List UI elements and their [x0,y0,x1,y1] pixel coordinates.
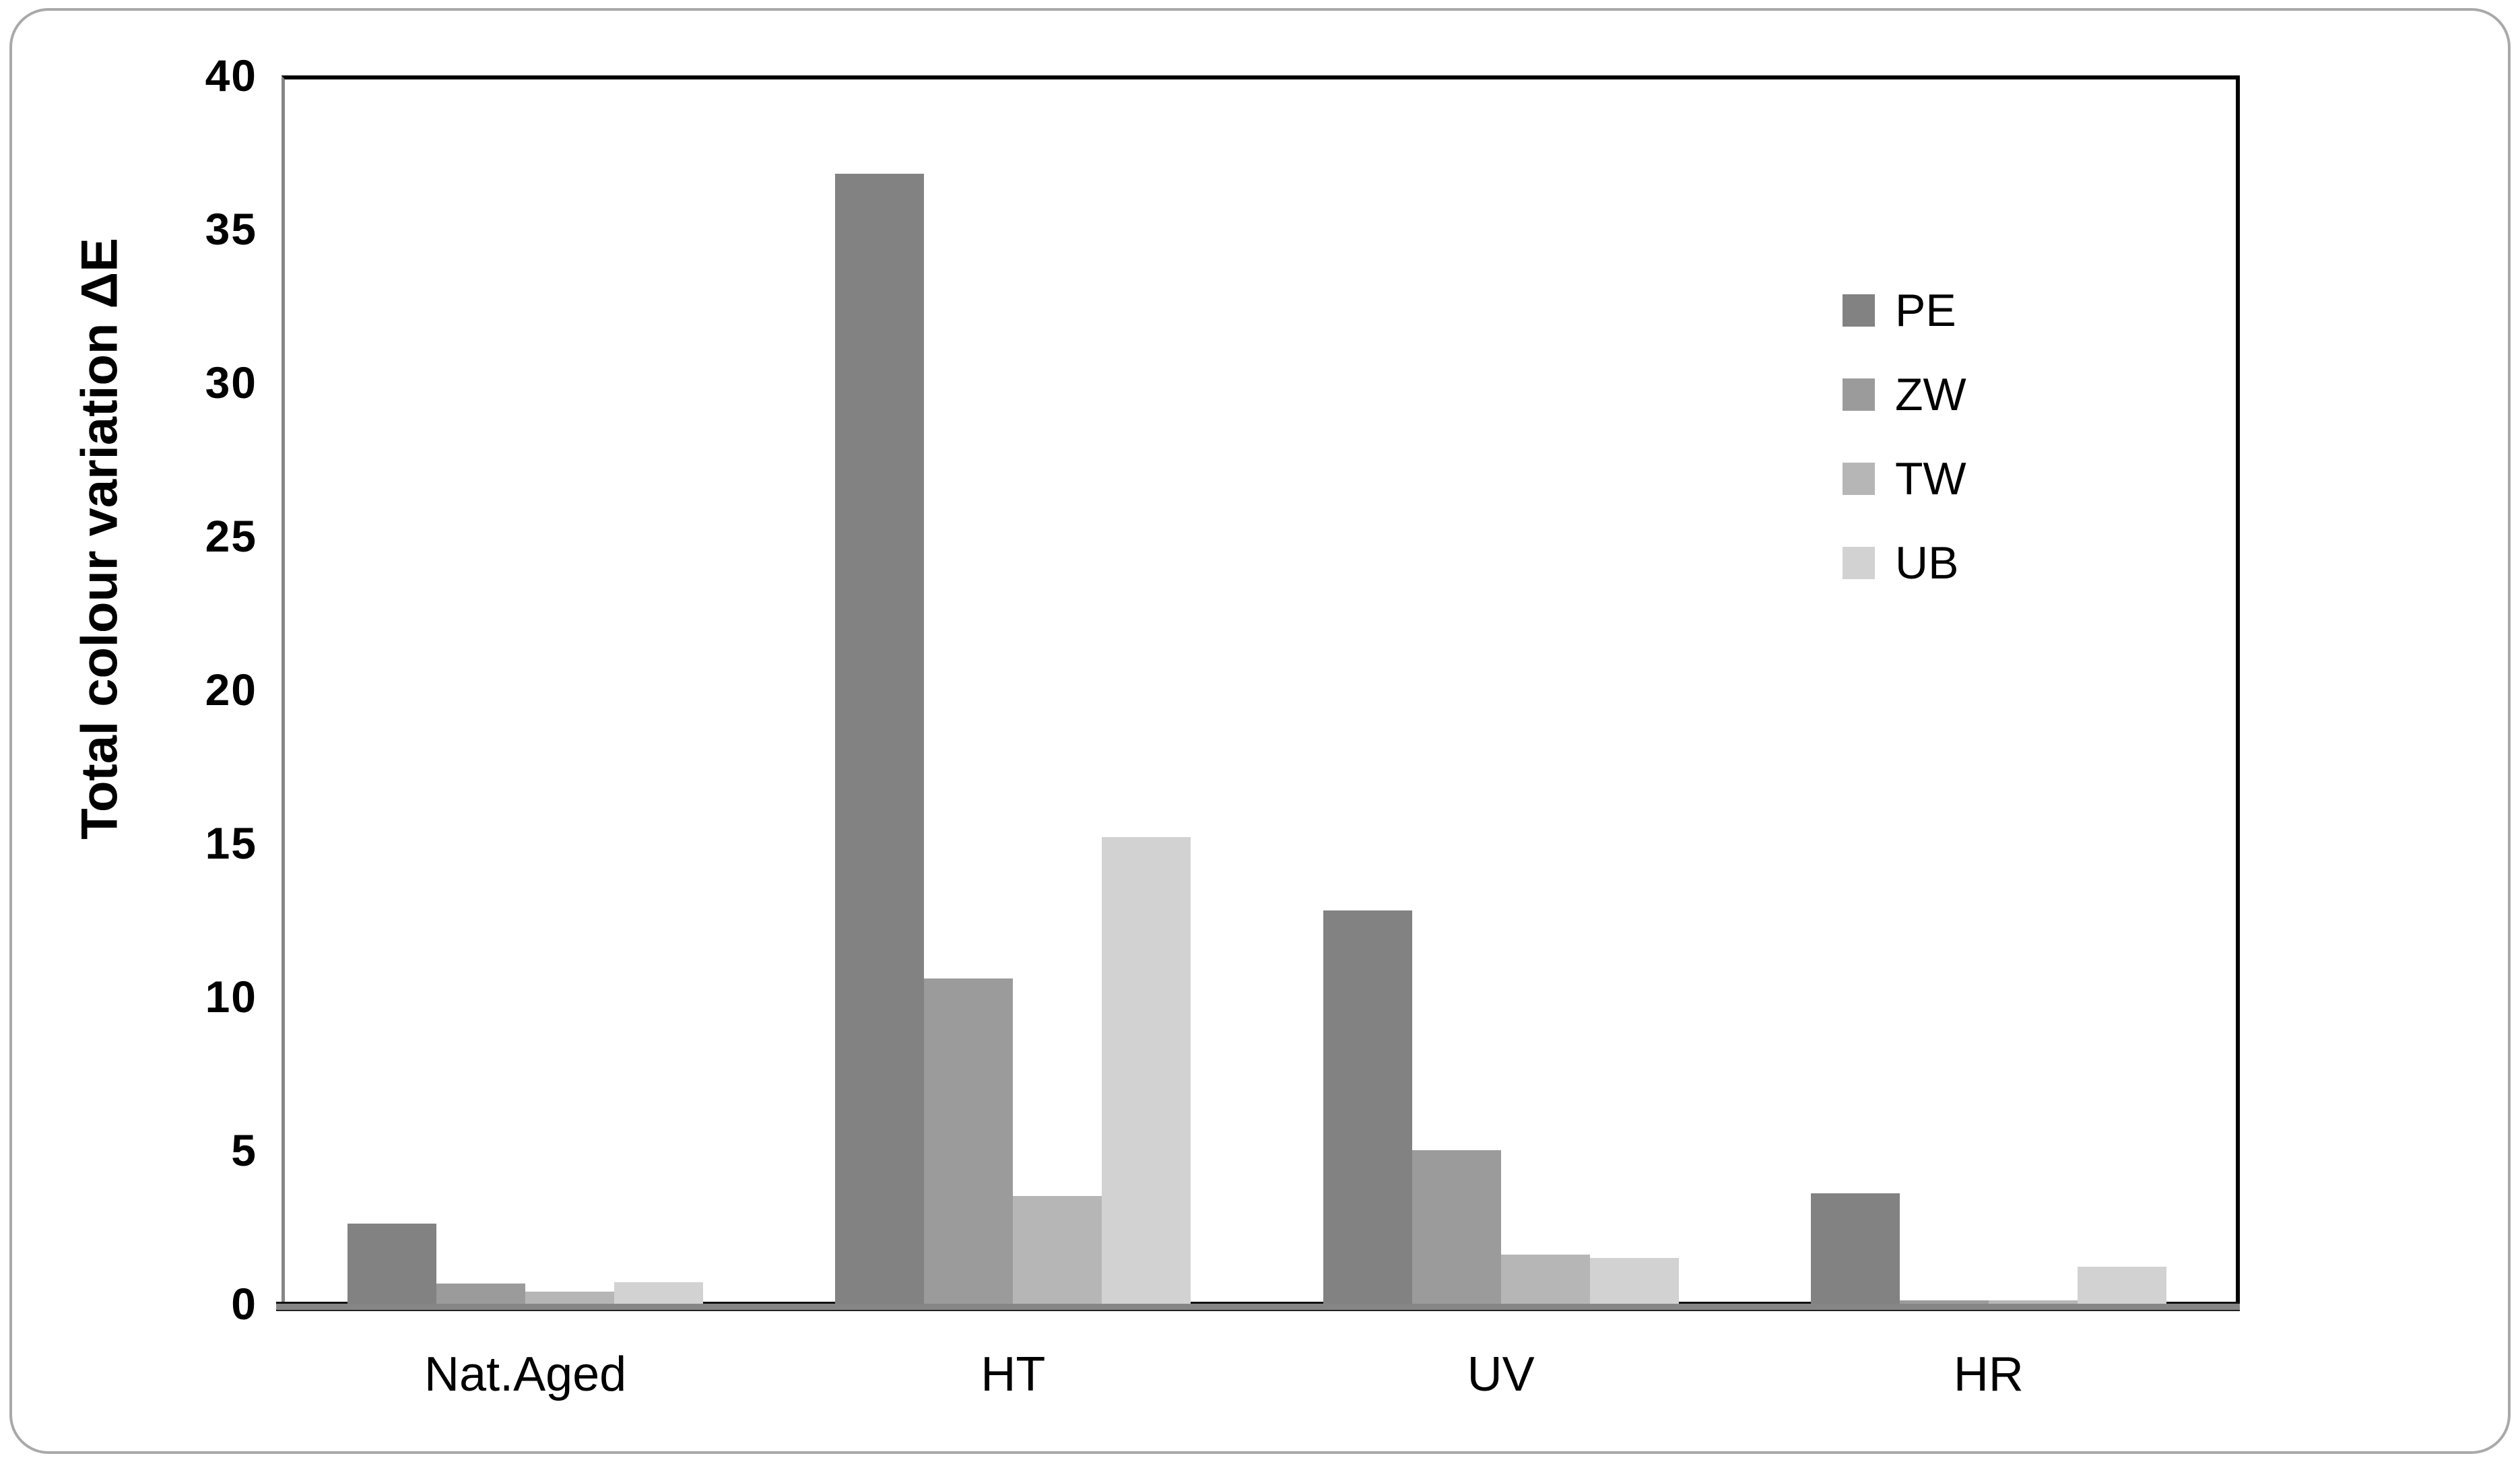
legend-item-tw: TW [1843,436,1966,521]
legend-swatch-tw [1843,462,1875,495]
y-axis-tick-20: 20 [205,665,257,715]
x-axis-label-uv: UV [1467,1348,1535,1401]
bar-pe-uv [1323,910,1412,1304]
y-axis-tick-35: 35 [205,204,257,254]
legend: PE ZW TW UB [1843,268,1966,605]
x-axis-line-shadow [276,1304,2240,1310]
bar-zw-ht [924,978,1014,1304]
legend-item-pe: PE [1843,268,1966,352]
bar-tw-ht [1013,1196,1102,1304]
legend-swatch-zw [1843,378,1875,411]
bar-tw-uv [1500,1255,1590,1304]
legend-swatch-ub [1843,546,1875,579]
legend-label-pe: PE [1895,284,1956,336]
y-axis-tick-10: 10 [205,972,257,1022]
bar-ub-hr [2077,1267,2166,1304]
bar-ub-ht [1102,836,1191,1304]
x-axis-category-labels: Nat.Aged HT UV HR [281,1347,2232,1421]
bar-pe-nat-aged [347,1224,437,1304]
bar-zw-hr [1899,1300,1989,1304]
legend-label-zw: ZW [1895,368,1966,420]
bars-layer [281,75,2232,1304]
legend-swatch-pe [1843,294,1875,327]
plot-area [281,75,2240,1308]
legend-label-tw: TW [1895,453,1966,504]
x-axis-line-shadow-edge [276,1310,2240,1311]
y-axis-tick-5: 5 [231,1125,257,1175]
legend-label-ub: UB [1895,537,1959,589]
x-axis-label-ht: HT [981,1348,1046,1401]
x-axis-label-hr: HR [1953,1348,2024,1401]
bar-zw-nat-aged [436,1284,526,1304]
legend-item-zw: ZW [1843,352,1966,436]
bar-pe-ht [835,173,925,1304]
x-axis-line [276,1302,2240,1304]
y-axis-tick-15: 15 [205,818,257,868]
bar-tw-hr [1988,1300,2078,1304]
x-axis-label-nat-aged: Nat.Aged [424,1348,627,1401]
bar-pe-hr [1810,1193,1900,1304]
bar-ub-uv [1589,1257,1679,1304]
y-axis-tick-25: 25 [205,511,257,561]
y-axis-title: Total colour variation ΔE [71,238,129,840]
bar-ub-nat-aged [614,1282,704,1304]
bar-zw-uv [1412,1150,1501,1304]
y-axis-tick-30: 30 [205,358,257,407]
y-axis-tick-0: 0 [231,1279,257,1329]
bar-tw-nat-aged [525,1291,615,1304]
legend-item-ub: UB [1843,521,1966,605]
y-axis-tick-40: 40 [205,51,257,100]
